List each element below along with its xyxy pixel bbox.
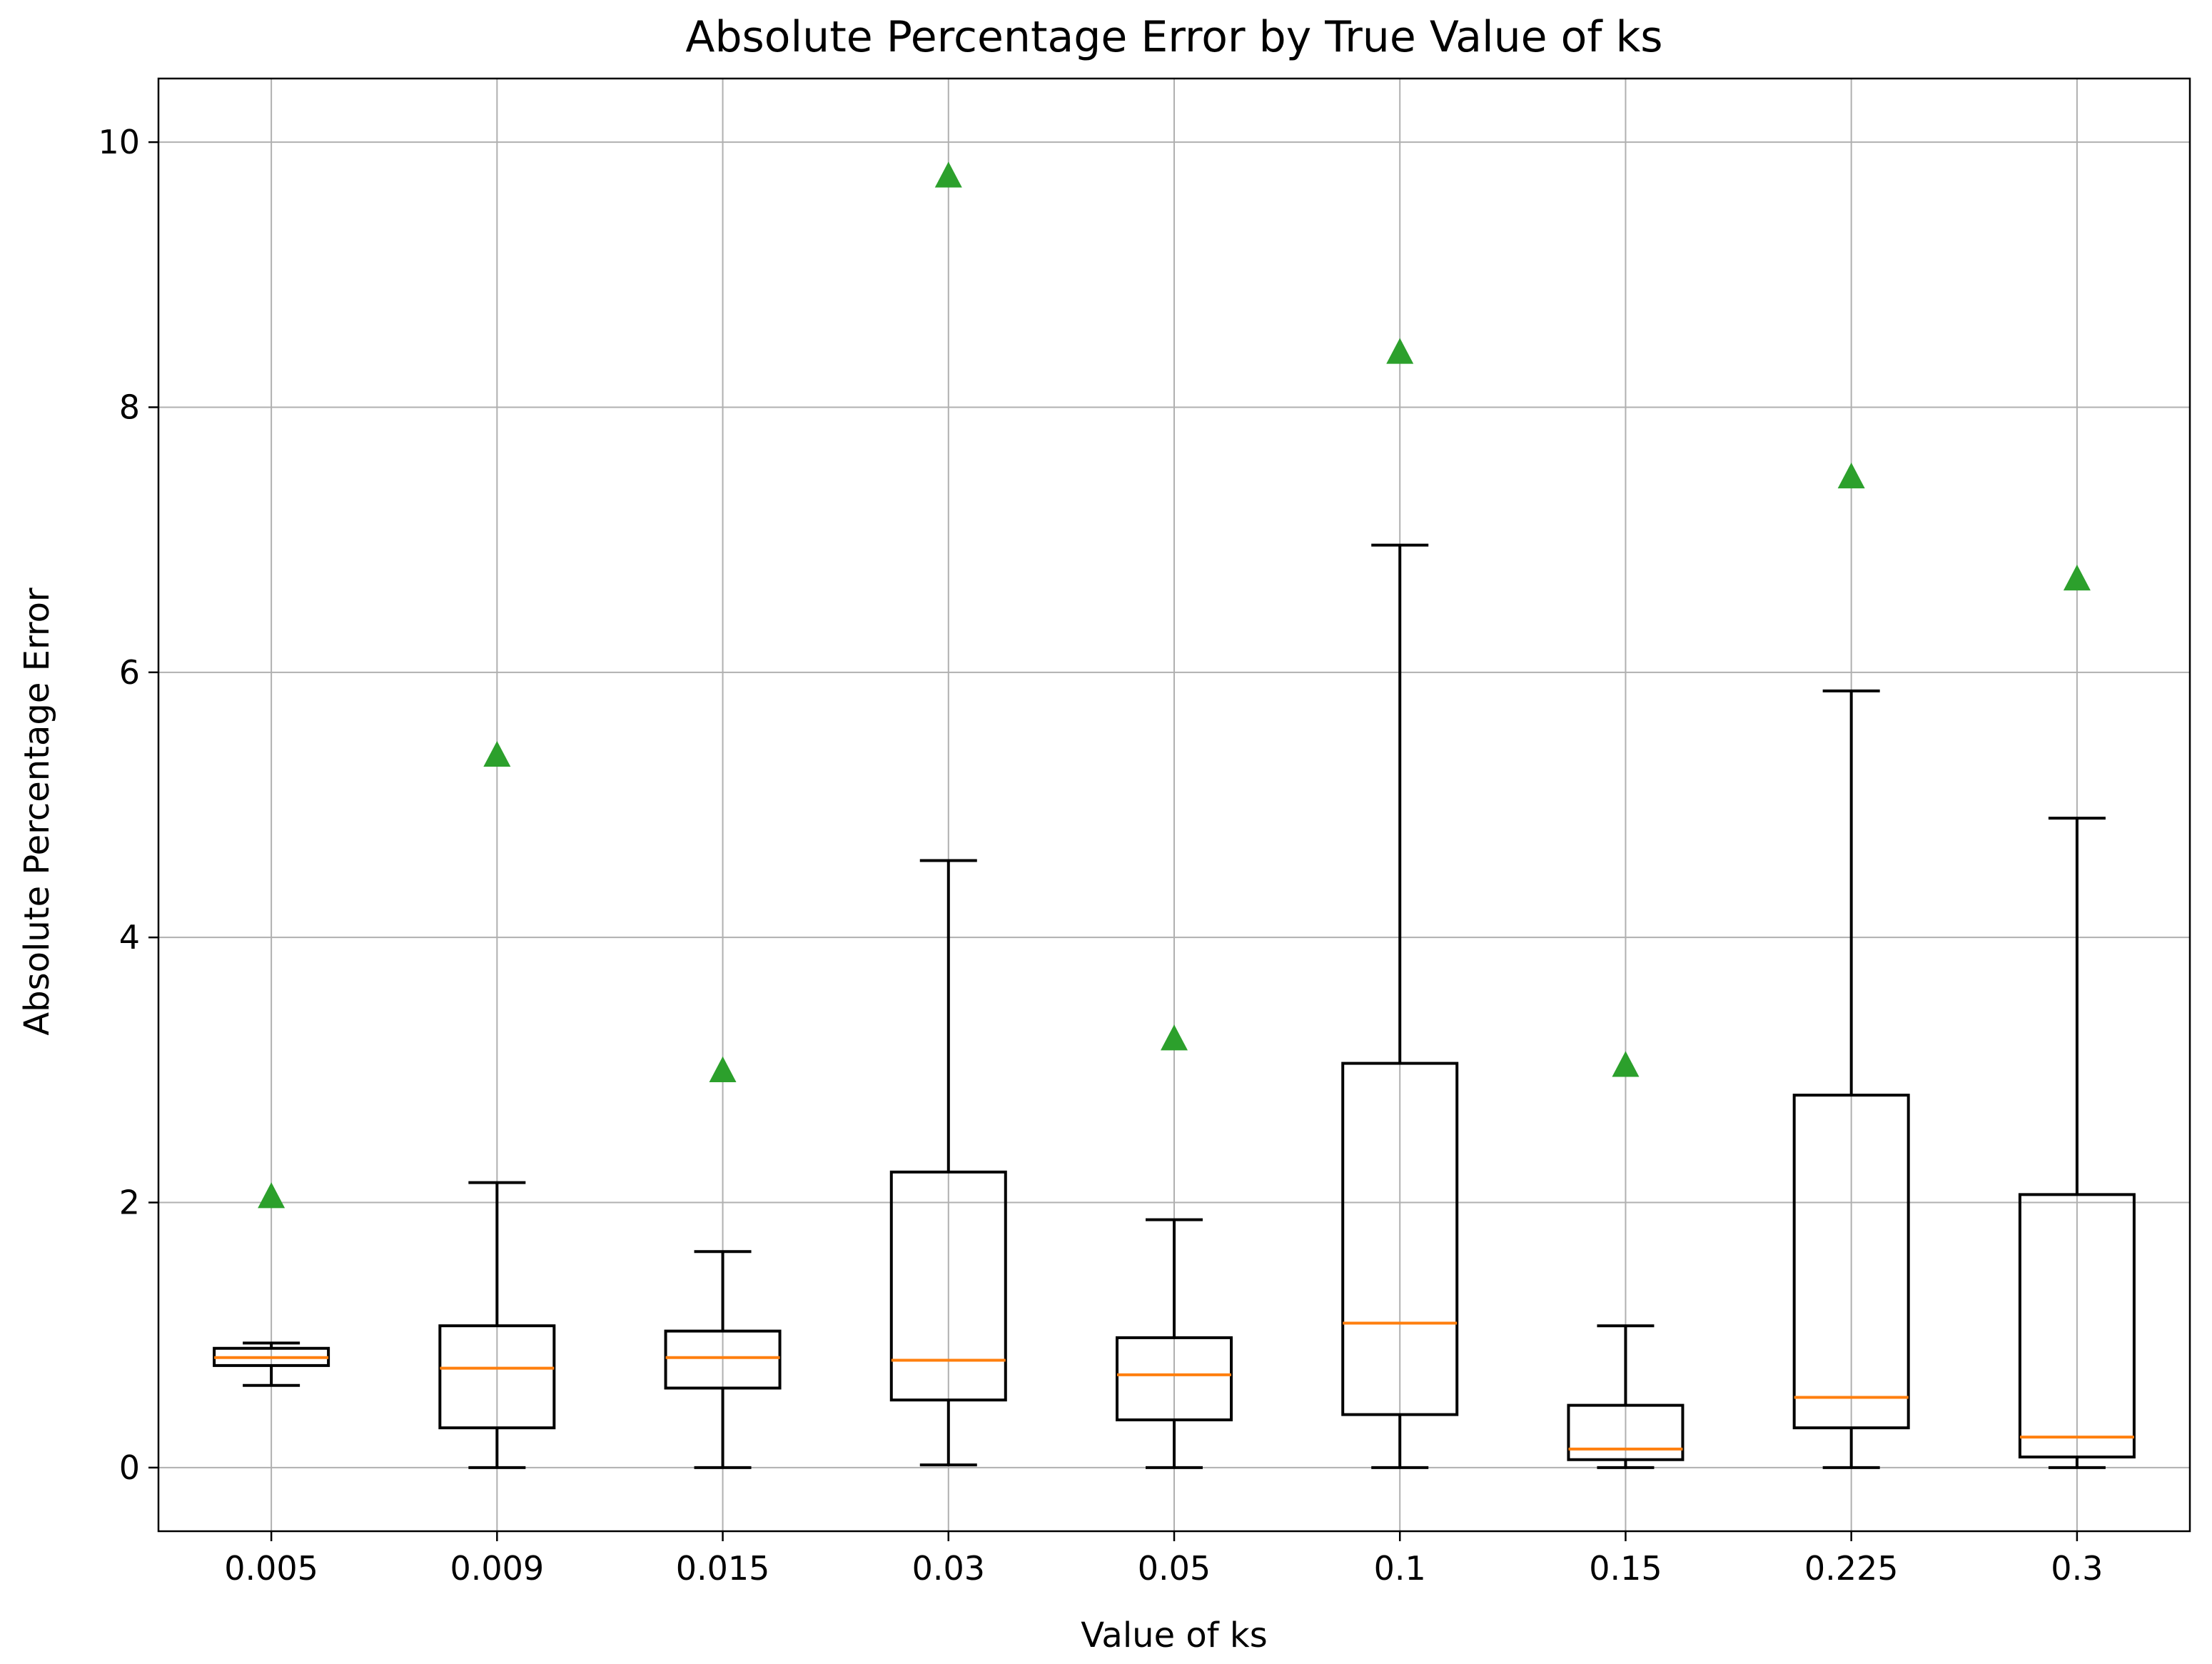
mean-marker: [1837, 463, 1865, 489]
x-tick-label: 0.005: [224, 1549, 318, 1588]
iqr-box: [1567, 1403, 1685, 1461]
iqr-box: [1341, 1062, 1459, 1416]
x-tick-label: 0.03: [912, 1549, 985, 1588]
box-0.03: [889, 859, 1007, 1467]
mean-marker: [934, 161, 962, 188]
box-0.009: [438, 1181, 556, 1469]
mean-markers: [258, 161, 2091, 1209]
x-tick-label: 0.225: [1804, 1549, 1899, 1588]
iqr-box: [889, 1170, 1007, 1402]
box-0.1: [1341, 543, 1459, 1469]
box-0.3: [2018, 817, 2136, 1469]
iqr-box: [1792, 1094, 1910, 1430]
mean-marker: [1161, 1024, 1188, 1051]
y-axis-ticks: 0 2 4 6 8 10: [98, 123, 158, 1487]
x-tick-label: 0.05: [1138, 1549, 1211, 1588]
x-tick-label: 0.015: [676, 1549, 770, 1588]
x-tick-label: 0.1: [1374, 1549, 1426, 1588]
box-0.05: [1116, 1218, 1233, 1469]
x-tick-label: 0.3: [2051, 1549, 2103, 1588]
y-tick-label: 8: [119, 388, 140, 426]
x-axis-ticks: 0.005 0.009 0.015 0.03 0.05 0.1 0.15 0.225 0.3: [224, 1531, 2103, 1588]
box-0.15: [1567, 1324, 1685, 1469]
iqr-box: [664, 1329, 782, 1390]
iqr-box: [438, 1324, 556, 1430]
iqr-box: [1116, 1336, 1233, 1422]
y-tick-label: 2: [119, 1184, 140, 1222]
mean-marker: [258, 1182, 286, 1209]
x-tick-label: 0.15: [1589, 1549, 1662, 1588]
box-series: [213, 543, 2136, 1469]
mean-marker: [2063, 564, 2091, 591]
iqr-box: [2018, 1193, 2136, 1459]
chart-title: Absolute Percentage Error by True Value …: [685, 12, 1662, 62]
mean-marker: [483, 740, 511, 767]
y-tick-label: 4: [119, 918, 140, 957]
mean-marker: [709, 1056, 737, 1082]
y-axis-label: Absolute Percentage Error: [17, 588, 57, 1036]
y-tick-label: 6: [119, 653, 140, 692]
box-0.005: [213, 1341, 330, 1387]
mean-marker: [1612, 1051, 1640, 1077]
box-0.015: [664, 1250, 782, 1469]
x-tick-label: 0.009: [450, 1549, 544, 1588]
mean-marker: [1386, 338, 1414, 364]
box-0.225: [1792, 689, 1910, 1469]
y-tick-label: 0: [119, 1448, 140, 1487]
x-axis-label: Value of ks: [1081, 1615, 1267, 1655]
y-tick-label: 10: [98, 123, 140, 161]
